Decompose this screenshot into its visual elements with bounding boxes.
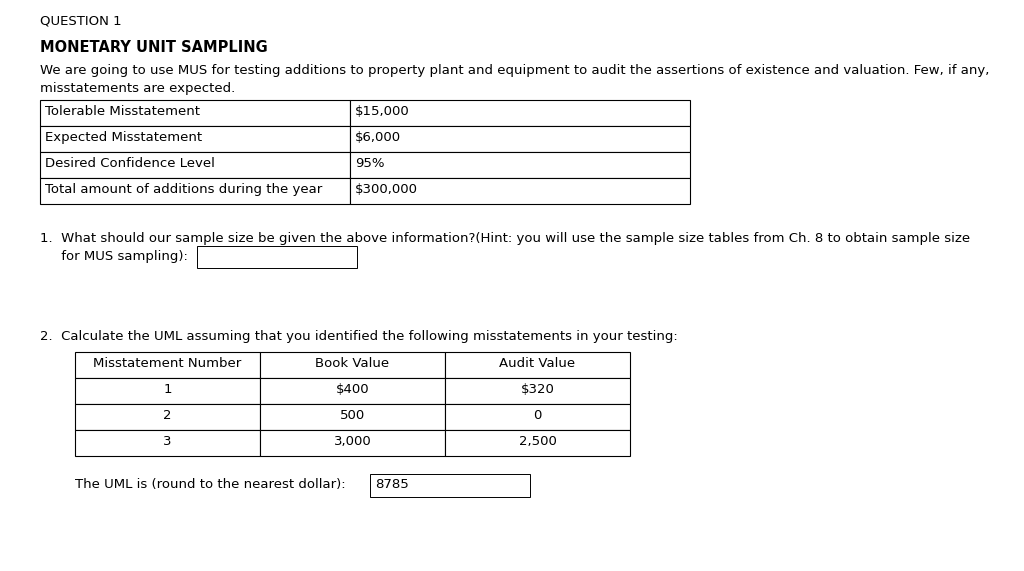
Text: 8785: 8785	[375, 478, 409, 491]
Bar	[370, 474, 530, 497]
Text: Tolerable Misstatement: Tolerable Misstatement	[45, 105, 200, 118]
Text: Desired Confidence Level: Desired Confidence Level	[45, 157, 215, 170]
Bar	[260, 430, 445, 456]
Bar	[445, 404, 630, 430]
Text: 2: 2	[163, 409, 172, 422]
Text: 2.  Calculate the UML assuming that you identified the following misstatements i: 2. Calculate the UML assuming that you i…	[40, 330, 678, 343]
Text: Total amount of additions during the year: Total amount of additions during the yea…	[45, 183, 323, 196]
Bar	[260, 404, 445, 430]
Text: 500: 500	[340, 409, 366, 422]
Text: We are going to use MUS for testing additions to property plant and equipment to: We are going to use MUS for testing addi…	[40, 64, 989, 77]
Text: Expected Misstatement: Expected Misstatement	[45, 131, 202, 144]
Bar	[445, 430, 630, 456]
Bar	[40, 126, 350, 152]
Text: 1.  What should our sample size be given the above information?(Hint: you will u: 1. What should our sample size be given …	[40, 232, 970, 245]
Bar	[445, 378, 630, 404]
Text: $6,000: $6,000	[355, 131, 401, 144]
Text: $320: $320	[520, 383, 554, 396]
Bar	[75, 404, 260, 430]
Text: 95%: 95%	[355, 157, 384, 170]
Bar	[197, 246, 357, 268]
Text: $300,000: $300,000	[355, 183, 418, 196]
Bar	[350, 152, 690, 178]
Text: 1: 1	[163, 383, 172, 396]
Text: 0: 0	[534, 409, 542, 422]
Bar	[350, 178, 690, 204]
Text: for MUS sampling):: for MUS sampling):	[40, 250, 187, 263]
Text: Audit Value: Audit Value	[500, 357, 575, 370]
Bar	[350, 126, 690, 152]
Bar	[75, 378, 260, 404]
Text: misstatements are expected.: misstatements are expected.	[40, 82, 236, 95]
Bar	[40, 152, 350, 178]
Text: The UML is (round to the nearest dollar):: The UML is (round to the nearest dollar)…	[75, 478, 346, 491]
Text: 3,000: 3,000	[334, 435, 372, 448]
Text: Misstatement Number: Misstatement Number	[93, 357, 242, 370]
Bar	[40, 178, 350, 204]
Text: Book Value: Book Value	[315, 357, 389, 370]
Text: MONETARY UNIT SAMPLING: MONETARY UNIT SAMPLING	[40, 40, 267, 55]
Text: 3: 3	[163, 435, 172, 448]
Bar	[350, 100, 690, 126]
Bar	[75, 430, 260, 456]
Text: 2,500: 2,500	[518, 435, 556, 448]
Text: $15,000: $15,000	[355, 105, 410, 118]
Text: $400: $400	[336, 383, 370, 396]
Bar	[40, 100, 350, 126]
Text: QUESTION 1: QUESTION 1	[40, 14, 122, 27]
Bar	[75, 352, 260, 378]
Bar	[260, 352, 445, 378]
Bar	[260, 378, 445, 404]
Bar	[445, 352, 630, 378]
